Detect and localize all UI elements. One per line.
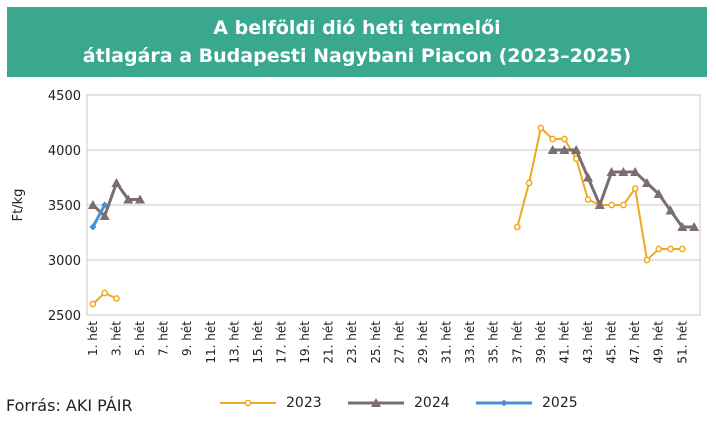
x-tick-label: 19. hét: [298, 321, 312, 364]
data-point-2025: [89, 223, 97, 231]
data-point-2023: [101, 289, 109, 297]
y-axis-label: Ft/kg: [11, 189, 26, 222]
y-tick-label: 2500: [48, 309, 81, 324]
chart-title-line1: A belföldi dió heti termelői: [213, 17, 501, 39]
x-tick-label: 27. hét: [392, 321, 406, 364]
x-tick-label: 23. hét: [345, 321, 359, 364]
data-point-2024: [594, 200, 605, 209]
x-tick-label: 49. hét: [652, 321, 666, 364]
x-tick-label: 37. hét: [510, 321, 524, 364]
x-tick-label: 5. hét: [133, 321, 147, 356]
x-tick-label: 31. hét: [440, 321, 454, 364]
x-tick-label: 17. hét: [275, 321, 289, 364]
x-tick-label: 25. hét: [369, 321, 383, 364]
x-tick-label: 11. hét: [204, 321, 218, 364]
x-tick-label: 29. hét: [416, 321, 430, 364]
data-point-2023: [549, 135, 556, 143]
legend-item-2025: 2025: [474, 393, 578, 413]
data-point-2024: [653, 189, 664, 198]
data-point-2024: [583, 172, 594, 182]
legend-label-2023: 2023: [286, 395, 322, 411]
data-point-2024: [99, 211, 110, 220]
chart-title-line2: átlagára a Budapesti Nagybani Piacon (20…: [82, 45, 632, 67]
legend-label-2025: 2025: [542, 395, 578, 411]
data-point-2024: [571, 145, 582, 154]
data-point-2024: [689, 222, 700, 231]
data-point-2024: [135, 194, 146, 204]
data-point-2024: [665, 205, 676, 215]
data-point-2024: [677, 222, 688, 231]
legend-marker: [244, 399, 252, 407]
data-point-2023: [537, 124, 545, 132]
legend-item-2024: 2024: [346, 393, 450, 413]
data-point-2023: [561, 135, 568, 143]
chart-title-banner: A belföldi dió heti termelői átlagára a …: [7, 7, 707, 77]
data-point-2023: [113, 295, 120, 302]
series-2025: [89, 201, 109, 231]
x-tick-label: 21. hét: [322, 321, 336, 364]
x-tick-label: 3. hét: [109, 321, 123, 356]
data-point-2023: [525, 179, 533, 187]
x-tick-label: 39. hét: [534, 321, 548, 364]
data-point-2023: [631, 185, 639, 192]
data-point-2024: [606, 167, 617, 176]
series-2024: [87, 145, 700, 231]
x-tick-label: 7. hét: [157, 321, 171, 356]
x-tick-label: 51. hét: [675, 321, 689, 364]
x-tick-label: 43. hét: [581, 321, 595, 364]
source-note: Forrás: AKI PÁIR: [6, 396, 133, 415]
x-tick-label: 41. hét: [557, 321, 571, 364]
data-point-2023: [584, 196, 592, 203]
data-point-2023: [678, 245, 686, 253]
legend-label-2024: 2024: [414, 395, 450, 411]
legend-swatch-2024: [348, 398, 404, 407]
legend-marker: [371, 398, 381, 407]
legend-item-2023: 2023: [218, 393, 322, 413]
data-point-2025: [101, 201, 109, 209]
data-point-2023: [513, 223, 521, 231]
legend-swatch-2025: [476, 399, 532, 407]
x-tick-label: 1. hét: [86, 321, 100, 356]
data-point-2023: [643, 256, 651, 264]
x-tick-label: 9. hét: [180, 321, 194, 356]
data-point-2024: [630, 167, 641, 176]
series-line-2024: [552, 148, 695, 229]
y-tick-label: 4000: [48, 144, 81, 159]
series-line-2025: [91, 204, 107, 228]
x-tick-label: 45. hét: [605, 321, 619, 364]
legend-swatch-2023: [220, 399, 276, 407]
data-point-2024: [123, 194, 134, 204]
y-tick-label: 3000: [48, 254, 81, 269]
data-point-2024: [559, 145, 570, 154]
data-point-2024: [111, 178, 122, 187]
data-point-2024: [641, 178, 652, 187]
legend-marker: [500, 399, 508, 407]
data-point-2024: [547, 145, 558, 154]
y-tick-label: 3500: [48, 199, 81, 214]
x-tick-label: 47. hét: [628, 321, 642, 364]
data-point-2023: [89, 300, 97, 308]
data-point-2023: [608, 201, 615, 209]
x-tick-label: 15. hét: [251, 321, 265, 364]
x-tick-label: 13. hét: [227, 321, 241, 364]
data-point-2023: [620, 201, 627, 209]
x-tick-label: 33. hét: [463, 321, 477, 364]
x-tick-label: 35. hét: [487, 321, 501, 364]
line-chart: 2500 3000 3500 4000 4500 Ft/kg 1. hét 3. hét 5. …: [11, 89, 701, 364]
series-2023: [89, 124, 686, 308]
plot-frame: [86, 94, 701, 316]
y-tick-label: 4500: [48, 89, 81, 104]
data-point-2023: [667, 245, 674, 253]
data-point-2024: [87, 200, 98, 209]
data-point-2023: [655, 245, 663, 253]
data-point-2024: [618, 167, 629, 176]
